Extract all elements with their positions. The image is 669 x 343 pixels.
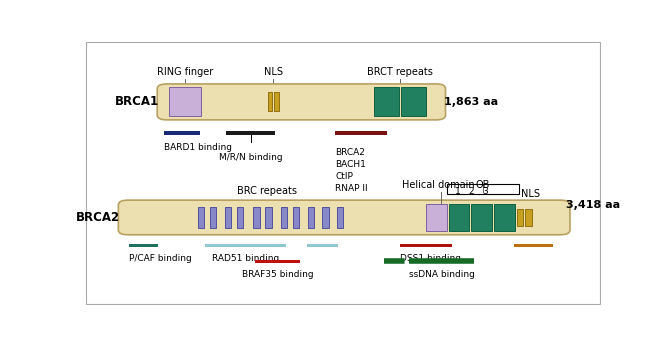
Bar (268, 92, 272, 111)
Bar (265, 207, 272, 228)
Bar (164, 131, 200, 135)
Text: 2: 2 (468, 187, 474, 196)
Bar (129, 244, 158, 247)
FancyBboxPatch shape (118, 200, 570, 235)
Text: BRAF35 binding: BRAF35 binding (242, 270, 313, 279)
Text: 1: 1 (455, 187, 461, 196)
Text: M/R/N binding: M/R/N binding (219, 153, 283, 162)
Text: BRCA2
BACH1
CtIP
RNAP II: BRCA2 BACH1 CtIP RNAP II (335, 148, 368, 192)
Bar (401, 87, 426, 116)
Bar (209, 207, 216, 228)
Bar (306, 244, 338, 247)
Bar (281, 207, 288, 228)
Text: ssDNA binding: ssDNA binding (409, 270, 475, 279)
FancyBboxPatch shape (157, 84, 446, 120)
Text: Helical domain: Helical domain (403, 180, 475, 190)
Text: RAD51 binding: RAD51 binding (212, 254, 280, 263)
Bar (226, 131, 276, 135)
Text: DSS1 binding: DSS1 binding (400, 254, 461, 263)
Text: P/CAF binding: P/CAF binding (129, 254, 192, 263)
Text: BARD1 binding: BARD1 binding (164, 143, 232, 152)
Bar (335, 131, 387, 135)
Bar (292, 207, 299, 228)
Bar (494, 204, 515, 231)
Bar (225, 207, 231, 228)
Text: OB: OB (476, 180, 490, 190)
Bar (449, 204, 470, 231)
Text: NLS: NLS (264, 67, 283, 77)
Text: BRCT repeats: BRCT repeats (367, 67, 433, 77)
Bar (517, 209, 523, 226)
Text: RING finger: RING finger (157, 67, 213, 77)
Text: NLS: NLS (521, 189, 540, 199)
Bar (274, 92, 279, 111)
Text: BRC repeats: BRC repeats (237, 186, 297, 196)
Bar (308, 207, 314, 228)
Bar (514, 244, 553, 247)
Text: BRCA1: BRCA1 (114, 95, 159, 108)
Text: 3,418 aa: 3,418 aa (566, 200, 620, 210)
Bar (426, 204, 447, 231)
Text: 1,863 aa: 1,863 aa (444, 97, 498, 107)
Bar (374, 87, 399, 116)
Bar (337, 207, 343, 228)
Bar (255, 260, 300, 263)
Bar (525, 209, 532, 226)
Bar (205, 244, 286, 247)
Bar (237, 207, 244, 228)
Bar (322, 207, 329, 228)
Bar (447, 184, 519, 194)
Bar (253, 207, 260, 228)
Bar (198, 207, 205, 228)
Text: BRCA2: BRCA2 (76, 211, 120, 224)
Bar (400, 244, 452, 247)
Bar (472, 204, 492, 231)
Text: 3: 3 (482, 187, 488, 196)
Bar (169, 87, 201, 116)
